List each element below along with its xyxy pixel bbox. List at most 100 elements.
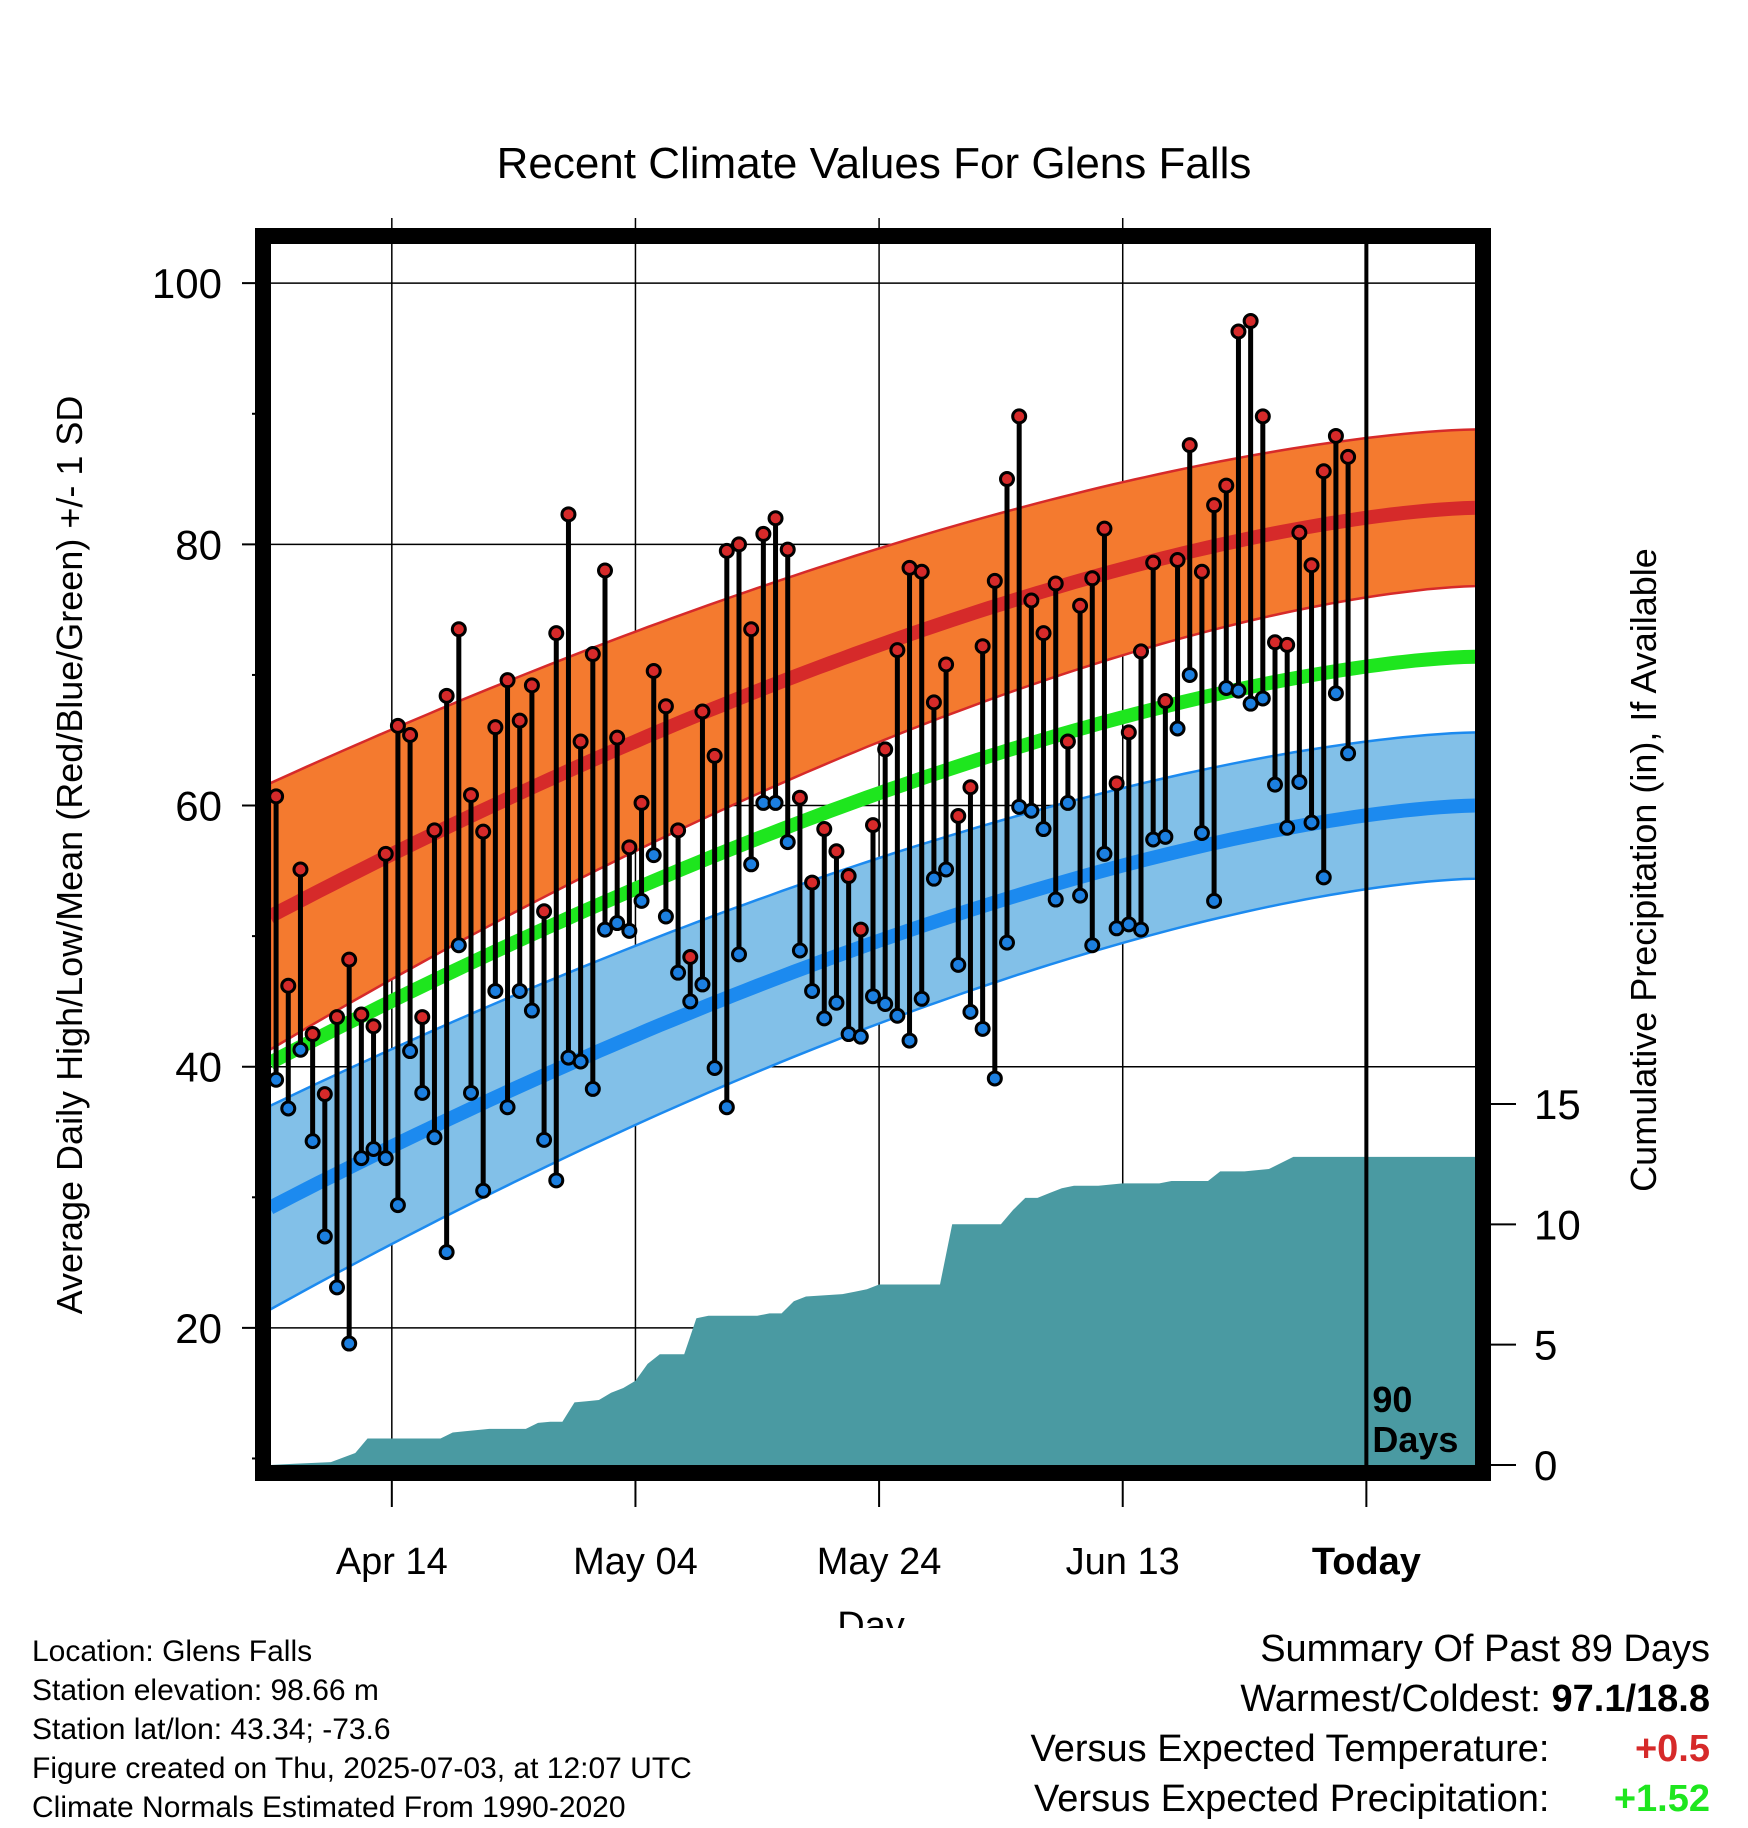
daily-low-point [584, 1080, 601, 1097]
daily-low-point [877, 996, 894, 1013]
daily-low-point [365, 1140, 382, 1157]
precip-tick-label: 15 [1534, 1081, 1581, 1128]
daily-low-point [1072, 887, 1089, 904]
daily-high-point [499, 672, 516, 689]
daily-low-point [475, 1182, 492, 1199]
daily-low-point [804, 982, 821, 999]
daily-high-point [1145, 554, 1162, 571]
daily-low-point [816, 1010, 833, 1027]
temp-delta-value: +0.5 [1634, 1728, 1710, 1770]
daily-high-point [414, 1009, 431, 1026]
daily-high-point [633, 794, 650, 811]
daily-high-point [523, 677, 540, 694]
daily-low-point [536, 1131, 553, 1148]
daily-high-point [1193, 563, 1210, 580]
daily-range-bars [268, 313, 1357, 1352]
daily-high-point [645, 663, 662, 680]
precip-cumulative-area [270, 1156, 1476, 1465]
daily-high-point [816, 821, 833, 838]
daily-low-point [280, 1100, 297, 1117]
daily-high-point [828, 843, 845, 860]
daily-high-point [1133, 643, 1149, 660]
daily-low-point [974, 1020, 991, 1037]
daily-low-point [925, 870, 942, 887]
y-tick-label: 100 [152, 260, 222, 307]
daily-high-point [353, 1006, 370, 1023]
daily-low-point [1181, 666, 1198, 683]
daily-high-point [329, 1009, 345, 1026]
daily-low-point [1059, 794, 1076, 811]
x-tick-label: Today [1312, 1541, 1421, 1583]
x-tick-label: Jun 13 [1066, 1541, 1180, 1583]
daily-low-point [487, 982, 504, 999]
today-days-label: Days [1372, 1419, 1458, 1460]
daily-low-point [389, 1197, 406, 1214]
daily-low-point [1035, 821, 1052, 838]
daily-low-point [438, 1244, 455, 1261]
daily-low-point [597, 921, 613, 938]
daily-high-point [791, 789, 808, 806]
daily-low-point [377, 1150, 394, 1167]
daily-high-point [1047, 575, 1064, 592]
daily-low-point [316, 1228, 333, 1245]
daily-low-point [852, 1028, 869, 1045]
daily-high-point [962, 779, 979, 796]
daily-low-point [645, 847, 662, 864]
daily-low-point [463, 1084, 479, 1101]
daily-high-point [865, 817, 881, 834]
normals-period-text: Climate Normals Estimated From 1990-2020 [32, 1791, 626, 1824]
y-tick-label: 60 [175, 783, 222, 830]
climate-chart: Recent Climate Values For Glens Falls 90… [49, 139, 1664, 1628]
daily-high-point [1011, 408, 1028, 425]
created-text: Figure created on Thu, 2025-07-03, at 12… [32, 1752, 692, 1785]
daily-high-point [755, 525, 772, 542]
daily-low-point [304, 1133, 321, 1150]
daily-high-point [1157, 693, 1174, 710]
daily-high-point [1096, 520, 1113, 537]
daily-low-point [1327, 685, 1344, 702]
summary-panel: Summary Of Past 89 Days Warmest/Coldest:… [1031, 1624, 1710, 1824]
daily-high-point [1315, 463, 1332, 480]
daily-high-point [1169, 552, 1186, 569]
daily-high-point [682, 949, 699, 966]
plot-border [255, 228, 1491, 1481]
daily-high-point [572, 733, 589, 750]
daily-low-point [341, 1335, 358, 1352]
daily-low-point [999, 934, 1015, 951]
daily-low-point [938, 861, 955, 878]
daily-high-point [377, 845, 394, 862]
daily-high-point [1303, 557, 1320, 574]
daily-high-point [804, 874, 821, 891]
daily-high-point [1279, 636, 1296, 653]
daily-low-point [426, 1129, 443, 1146]
daily-low-point [779, 834, 796, 851]
warmest-coldest-row: Warmest/Coldest: 97.1/18.8 [1031, 1674, 1710, 1724]
daily-low-point [1193, 824, 1210, 841]
temp-delta-row: Versus Expected Temperature: +0.5 [1031, 1724, 1710, 1774]
daily-high-point [402, 727, 419, 744]
daily-low-point [633, 892, 650, 909]
daily-low-point [548, 1172, 565, 1189]
daily-low-point [1315, 869, 1332, 886]
daily-high-point [389, 717, 406, 734]
daily-low-point [329, 1279, 345, 1296]
plot-frame [255, 228, 1491, 1481]
daily-low-point [1096, 845, 1113, 862]
precip-delta-value: +1.52 [1613, 1778, 1710, 1820]
x-axis-label: Day [837, 1605, 905, 1628]
daily-high-point [584, 646, 601, 663]
daily-low-point [1023, 802, 1040, 819]
daily-low-point [1267, 776, 1283, 793]
daily-high-point [1242, 313, 1259, 330]
daily-high-point [877, 741, 894, 758]
daily-low-point [621, 922, 638, 939]
daily-high-point [706, 747, 723, 764]
daily-high-point [316, 1086, 333, 1103]
daily-high-point [450, 621, 467, 638]
daily-low-point [889, 1007, 906, 1024]
daily-low-point [913, 990, 930, 1007]
daily-high-point [999, 471, 1015, 488]
daily-high-point [536, 903, 553, 920]
daily-high-point [597, 562, 613, 579]
